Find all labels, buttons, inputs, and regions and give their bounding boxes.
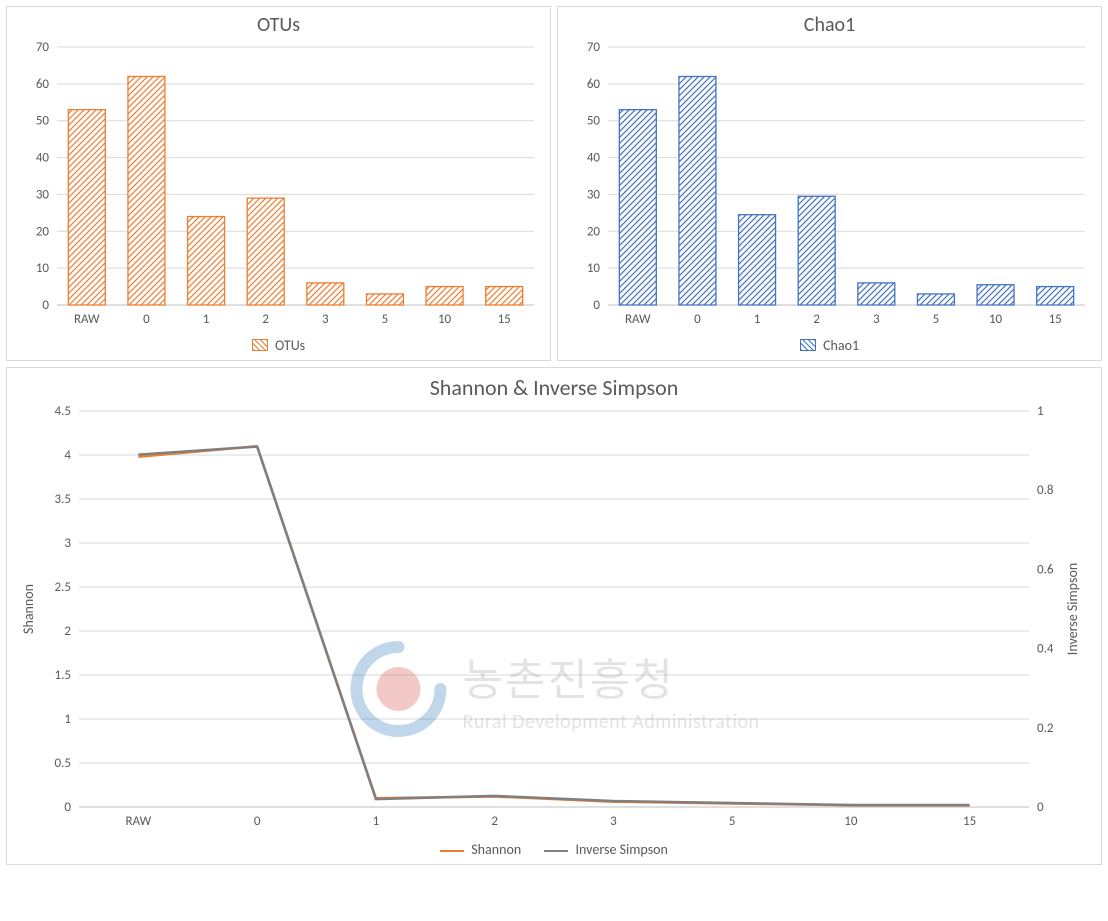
legend-item-chao1: Chao1 — [800, 337, 859, 354]
svg-text:1: 1 — [373, 814, 380, 829]
chart-plot-chao1: 0 10 20 30 40 50 60 70 RAW 0 1 2 3 5 10 15 — [566, 41, 1093, 331]
svg-text:1: 1 — [1037, 405, 1044, 419]
svg-text:1: 1 — [203, 312, 210, 327]
svg-text:10: 10 — [989, 312, 1003, 327]
chart-panel-shannon: Shannon & Inverse Simpson 농촌진흥청 Rural De… — [6, 367, 1102, 865]
svg-text:40: 40 — [36, 151, 50, 166]
legend-label-otus: OTUs — [275, 337, 305, 354]
legend-label-shannon: Shannon — [471, 841, 521, 858]
legend-label-chao1: Chao1 — [823, 337, 859, 354]
svg-text:RAW: RAW — [126, 814, 152, 829]
svg-text:60: 60 — [587, 77, 601, 92]
chart-panel-otus: OTUs 0 10 20 30 40 50 60 70 RAW 0 1 2 3 5 10 15 OTUs — [6, 6, 551, 361]
svg-text:0.2: 0.2 — [1037, 721, 1054, 736]
chart-plot-shannon: 농촌진흥청 Rural Development Administration 0… — [15, 405, 1093, 835]
svg-text:RAW: RAW — [625, 312, 651, 327]
svg-text:0.6: 0.6 — [1037, 562, 1054, 577]
svg-text:5: 5 — [933, 312, 940, 327]
svg-text:0: 0 — [64, 800, 71, 815]
legend-item-shannon: Shannon — [440, 841, 524, 858]
svg-text:1: 1 — [64, 712, 71, 727]
svg-text:30: 30 — [587, 187, 601, 202]
svg-text:10: 10 — [438, 312, 452, 327]
svg-text:5: 5 — [382, 312, 389, 327]
svg-text:3: 3 — [322, 312, 329, 327]
svg-text:0: 0 — [254, 814, 261, 829]
legend-item-otus: OTUs — [252, 337, 305, 354]
svg-text:0.5: 0.5 — [55, 756, 71, 771]
chart-panel-chao1: Chao1 0 10 20 30 40 50 60 70 RAW 0 1 2 3 5 10 15 Chao1 — [557, 6, 1102, 361]
svg-text:Inverse Simpson: Inverse Simpson — [1064, 563, 1081, 655]
svg-text:30: 30 — [36, 187, 50, 202]
svg-text:1.5: 1.5 — [55, 668, 71, 683]
svg-text:3: 3 — [873, 312, 880, 327]
svg-text:15: 15 — [963, 814, 976, 829]
svg-text:20: 20 — [587, 224, 601, 239]
svg-text:2: 2 — [262, 312, 269, 327]
svg-text:3.5: 3.5 — [55, 492, 71, 507]
svg-text:15: 15 — [498, 312, 511, 327]
legend-item-invsimpson: Inverse Simpson — [544, 841, 668, 858]
chart-title-chao1: Chao1 — [566, 13, 1093, 37]
svg-text:10: 10 — [844, 814, 858, 829]
svg-text:2: 2 — [64, 624, 71, 639]
svg-text:0: 0 — [143, 312, 150, 327]
legend-swatch-chao1 — [800, 339, 816, 351]
svg-text:10: 10 — [36, 261, 50, 276]
svg-text:4: 4 — [64, 448, 71, 463]
svg-text:0: 0 — [694, 312, 701, 327]
svg-text:0.8: 0.8 — [1037, 483, 1054, 498]
svg-text:50: 50 — [587, 114, 601, 129]
svg-text:70: 70 — [587, 41, 601, 55]
legend-swatch-otus — [252, 339, 268, 351]
svg-text:20: 20 — [36, 224, 50, 239]
svg-text:15: 15 — [1049, 312, 1062, 327]
legend-chao1: Chao1 — [566, 331, 1093, 356]
legend-swatch-invsimpson — [544, 850, 568, 852]
svg-text:10: 10 — [587, 261, 601, 276]
svg-text:2: 2 — [813, 312, 820, 327]
svg-text:2: 2 — [491, 814, 498, 829]
svg-text:5: 5 — [729, 814, 736, 829]
chart-title-shannon: Shannon & Inverse Simpson — [15, 374, 1093, 401]
legend-otus: OTUs — [15, 331, 542, 356]
chart-title-otus: OTUs — [15, 13, 542, 37]
svg-text:0.4: 0.4 — [1037, 642, 1054, 657]
chart-plot-otus: 0 10 20 30 40 50 60 70 RAW 0 1 2 3 5 10 15 — [15, 41, 542, 331]
legend-shannon: Shannon Inverse Simpson — [15, 835, 1093, 860]
legend-swatch-shannon — [440, 850, 464, 852]
svg-text:3: 3 — [610, 814, 617, 829]
svg-text:2.5: 2.5 — [55, 580, 71, 595]
svg-text:0: 0 — [1037, 800, 1044, 815]
svg-text:40: 40 — [587, 151, 601, 166]
svg-text:60: 60 — [36, 77, 50, 92]
svg-text:RAW: RAW — [74, 312, 100, 327]
svg-text:Shannon: Shannon — [20, 584, 37, 634]
legend-label-invsimpson: Inverse Simpson — [576, 841, 668, 858]
svg-text:1: 1 — [754, 312, 761, 327]
svg-text:3: 3 — [64, 536, 71, 551]
svg-text:0: 0 — [593, 298, 600, 313]
svg-text:70: 70 — [36, 41, 50, 55]
svg-text:4.5: 4.5 — [55, 405, 71, 419]
svg-text:0: 0 — [42, 298, 49, 313]
svg-text:50: 50 — [36, 114, 50, 129]
